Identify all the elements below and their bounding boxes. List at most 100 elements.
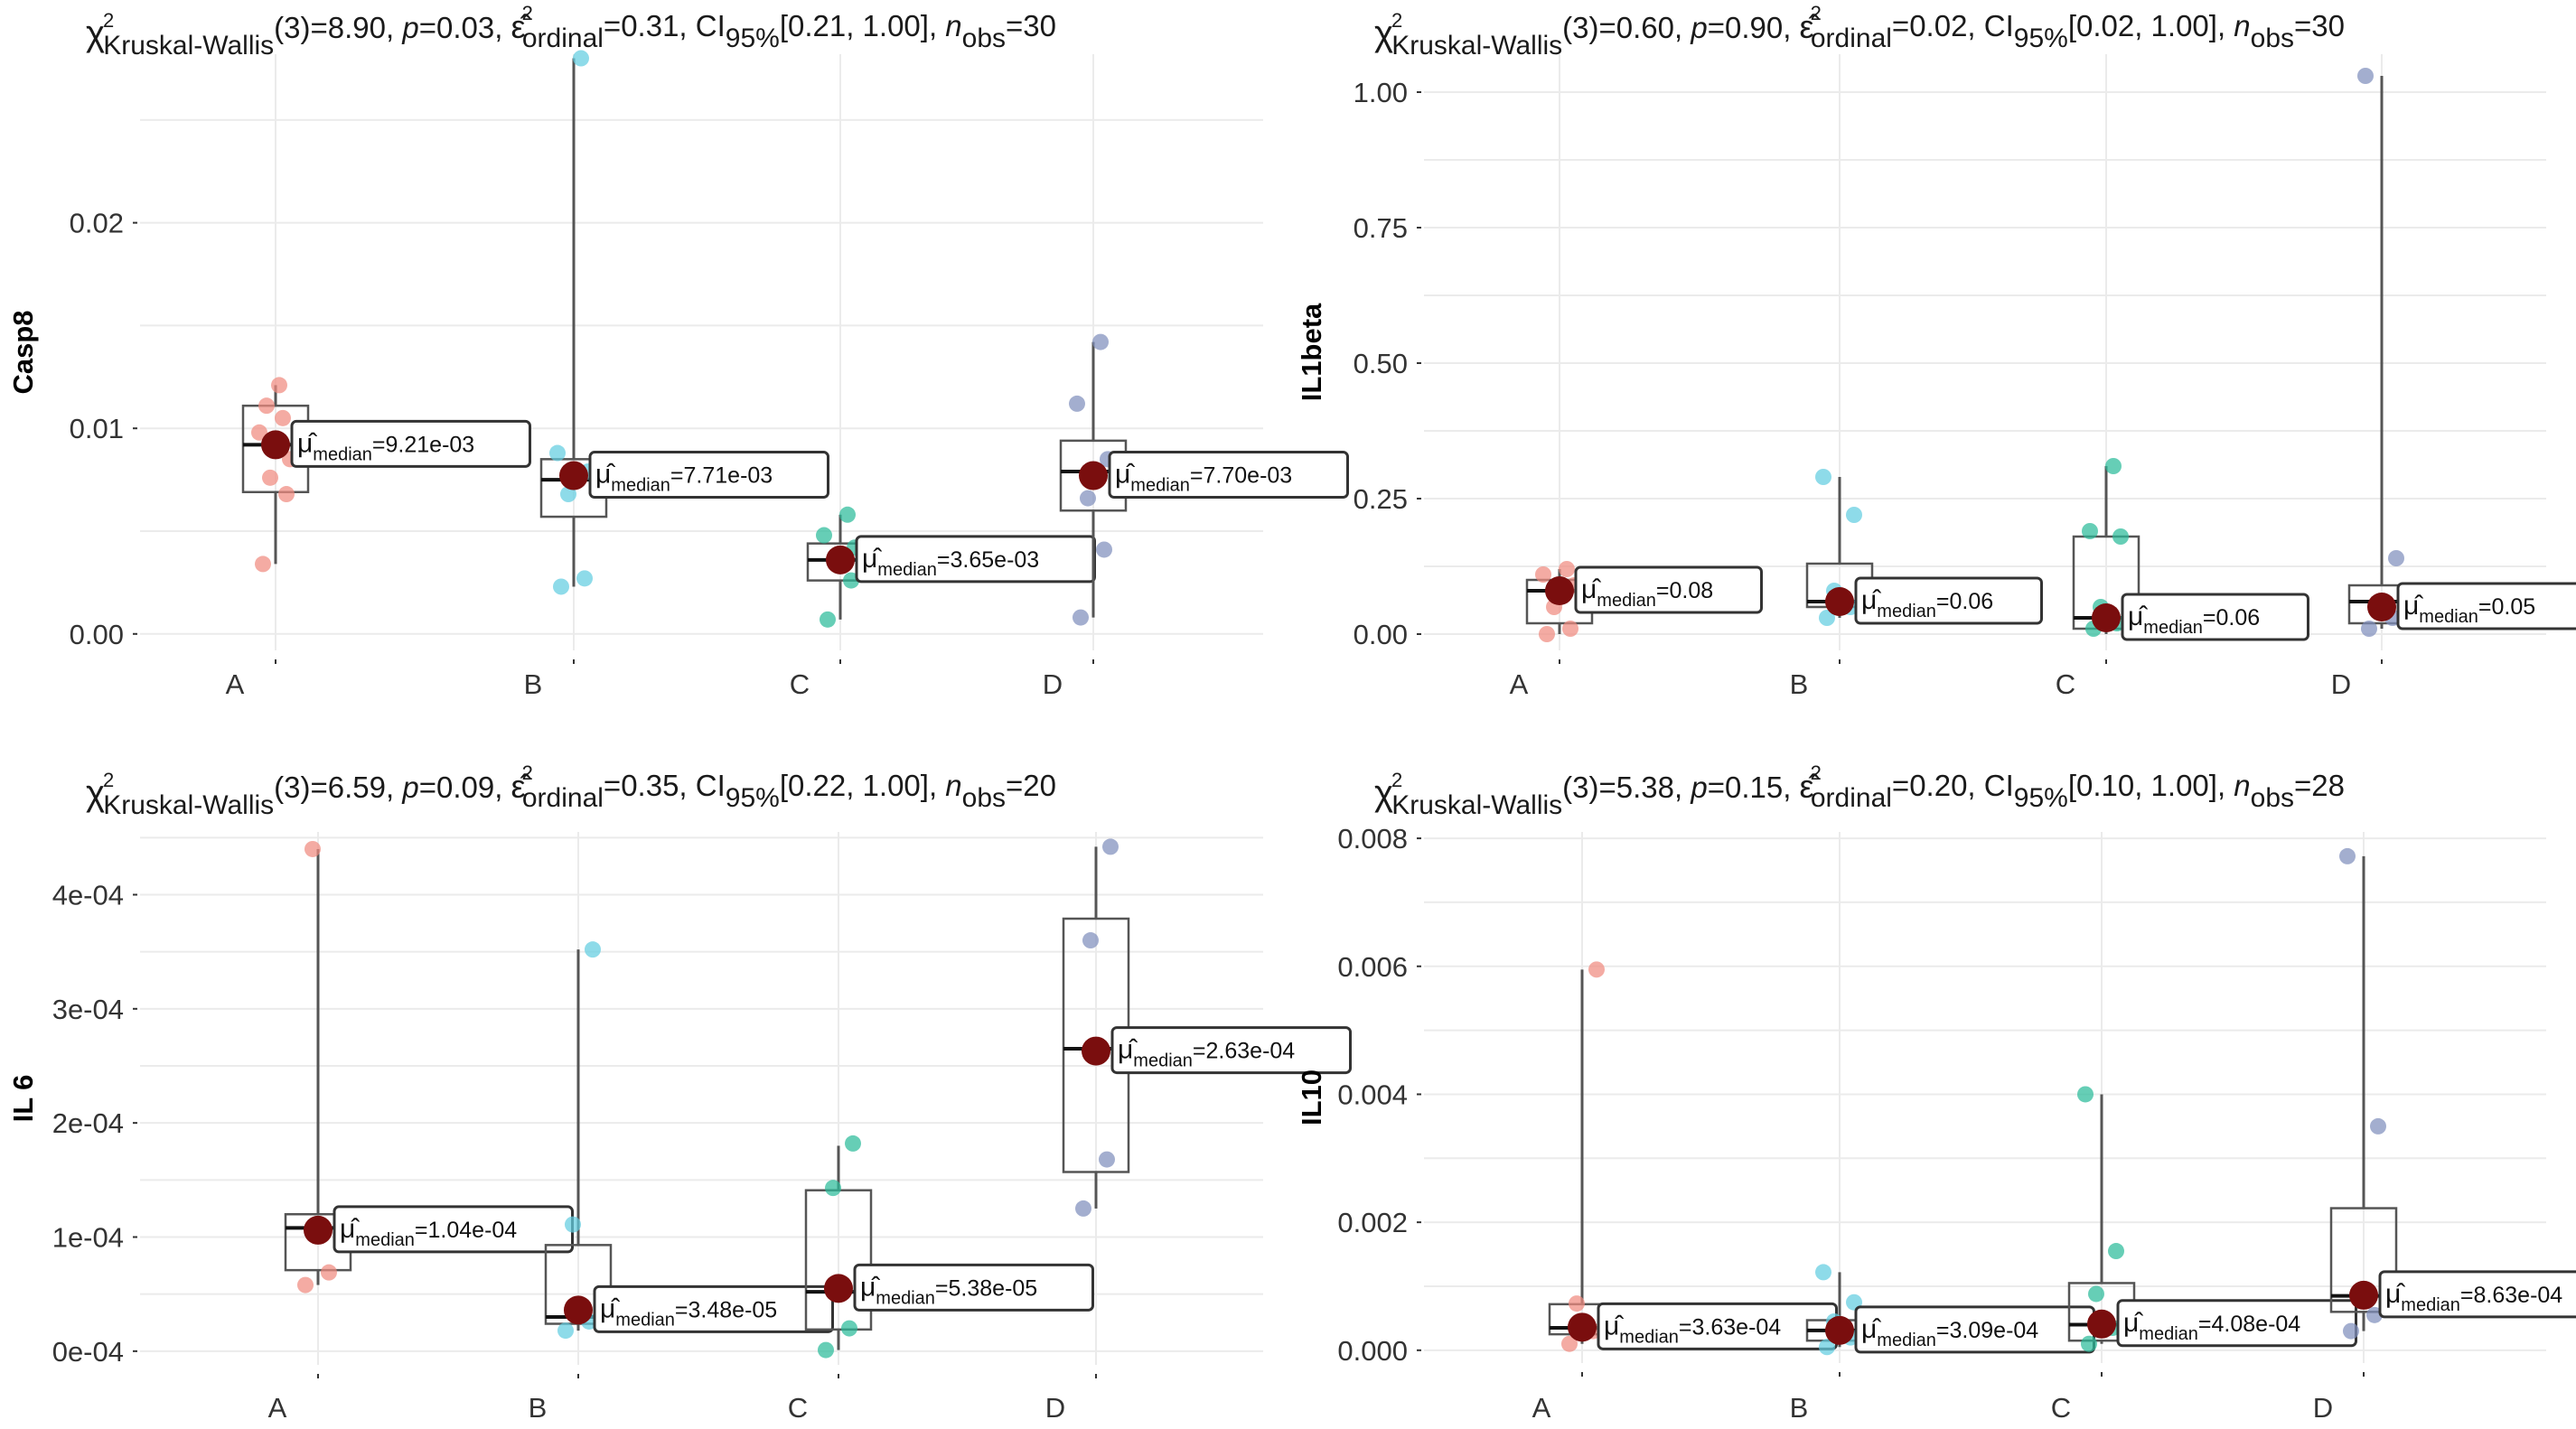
median-label-D: μ̂median=0.05 [2396, 582, 2576, 630]
data-point-B [1846, 507, 1862, 523]
y-tick-label: 0.000 [1337, 1335, 1408, 1367]
mean-point-B [564, 1295, 593, 1325]
x-tick-label-D: D [2331, 668, 2351, 700]
x-tick-label-C: C [2056, 668, 2075, 700]
chart-il6: 0e-04 1e-04 2e-04 3e-04 4e-04 IL 6 A B C Dμ̂media… [7, 761, 1352, 1424]
data-point-B [560, 486, 576, 503]
y-tick-label: 4e-04 [52, 879, 124, 911]
y-tick-label: 1.00 [1354, 77, 1408, 108]
y-tick-label: 0.00 [1354, 619, 1408, 650]
mean-point-A [1568, 1312, 1597, 1342]
data-point-C [2108, 1243, 2124, 1260]
median-label-A: μ̂median=1.04e-04 [333, 1205, 574, 1254]
stat-title: χ2 Kruskal-Wallis(3)=6.59, p=0.09, ε̂2 ord… [86, 761, 1056, 820]
svg-text:μ̂median=7.70e-03: μ̂median=7.70e-03 [1115, 460, 1292, 496]
svg-text:μ̂median=8.63e-04: μ̂median=8.63e-04 [2385, 1279, 2562, 1315]
data-point-A [1559, 561, 1575, 577]
chart-casp8: 0.00 0.01 0.02 Casp8 A B C Dμ̂median=9.21e-03 μ̂… [7, 2, 1349, 700]
median-label-C: μ̂median=0.06 [2121, 593, 2309, 641]
data-point-B [549, 444, 566, 462]
data-point-A [255, 556, 271, 573]
svg-text:μ̂median=0.06: μ̂median=0.06 [1861, 585, 1993, 621]
median-label-A: μ̂median=3.63e-04 [1597, 1302, 1838, 1350]
data-point-D [1069, 395, 1085, 412]
data-point-B [585, 941, 601, 958]
x-tick-label-D: D [2313, 1392, 2333, 1424]
x-tick-label-B: B [529, 1392, 548, 1424]
x-tick-label-C: C [790, 668, 810, 700]
data-point-D [2357, 68, 2374, 84]
data-point-C [820, 611, 836, 628]
x-tick-label-A: A [1532, 1392, 1551, 1424]
svg-text:μ̂median=0.06: μ̂median=0.06 [2128, 602, 2260, 638]
data-point-B [565, 1216, 581, 1233]
data-point-A [321, 1264, 337, 1281]
data-point-C [2112, 528, 2129, 545]
svg-text:μ̂median=3.63e-04: μ̂median=3.63e-04 [1604, 1311, 1781, 1347]
data-point-B [1815, 469, 1831, 485]
mean-point-C [824, 1274, 853, 1303]
median-label-D: μ̂median=2.63e-04 [1110, 1026, 1352, 1075]
data-point-A [297, 1276, 314, 1294]
svg-text:μ̂median=2.63e-04: μ̂median=2.63e-04 [1118, 1035, 1295, 1071]
x-tick-label-C: C [788, 1392, 808, 1424]
median-label-D: μ̂median=8.63e-04 [2378, 1270, 2576, 1319]
mean-point-B [1825, 1315, 1854, 1345]
svg-text:μ̂median=5.38e-05: μ̂median=5.38e-05 [860, 1272, 1037, 1308]
y-axis-title: IL 6 [7, 1075, 39, 1123]
median-label-A: μ̂median=9.21e-03 [290, 419, 531, 468]
data-point-C [841, 1320, 857, 1337]
x-tick-label-A: A [1510, 668, 1529, 700]
data-point-D [1096, 541, 1112, 558]
x-tick-label-B: B [1790, 1392, 1809, 1424]
y-tick-label: 0.02 [70, 208, 124, 239]
median-label-B: μ̂median=0.06 [1854, 576, 2043, 625]
y-axis-title: IL10 [1296, 1069, 1327, 1125]
y-tick-label: 3e-04 [52, 994, 124, 1025]
y-tick-label: 0.01 [70, 413, 124, 444]
median-label-A: μ̂median=0.08 [1574, 565, 1763, 614]
data-point-C [825, 1180, 841, 1197]
data-point-A [271, 377, 287, 394]
x-tick-label-A: A [268, 1392, 287, 1424]
mean-point-B [559, 461, 588, 490]
mean-point-D [2349, 1280, 2378, 1310]
svg-text:μ̂median=3.09e-04: μ̂median=3.09e-04 [1861, 1314, 2038, 1350]
data-point-C [845, 1135, 861, 1152]
data-point-D [1082, 932, 1099, 949]
svg-text:μ̂median=0.05: μ̂median=0.05 [2403, 591, 2535, 627]
median-label-C: μ̂median=5.38e-05 [853, 1263, 1094, 1312]
data-point-C [839, 506, 856, 523]
median-label-B: μ̂median=3.09e-04 [1854, 1305, 2095, 1354]
data-point-A [1569, 1295, 1585, 1312]
median-label-B: μ̂median=3.48e-05 [593, 1284, 834, 1333]
data-point-D [1073, 609, 1089, 626]
y-axis-title: Casp8 [7, 310, 39, 394]
svg-text:μ̂median=1.04e-04: μ̂median=1.04e-04 [340, 1214, 517, 1250]
y-tick-label: 0.002 [1337, 1207, 1408, 1238]
data-point-A [262, 469, 278, 486]
data-point-D [2388, 550, 2404, 566]
data-point-C [818, 1341, 834, 1359]
x-tick-label-D: D [1045, 1392, 1065, 1424]
median-label-C: μ̂median=3.65e-03 [855, 535, 1096, 584]
svg-text:μ̂median=3.48e-05: μ̂median=3.48e-05 [600, 1294, 777, 1330]
data-point-A [1588, 961, 1605, 978]
svg-text:μ̂median=3.65e-03: μ̂median=3.65e-03 [862, 544, 1039, 580]
y-tick-label: 1e-04 [52, 1222, 124, 1254]
y-tick-label: 0.008 [1337, 823, 1408, 855]
svg-text:μ̂median=7.71e-03: μ̂median=7.71e-03 [595, 460, 773, 496]
data-point-D [1092, 333, 1109, 350]
data-point-D [2343, 1322, 2359, 1340]
x-tick-label-B: B [524, 668, 543, 700]
data-point-A [278, 486, 295, 503]
stat-title: χ2 Kruskal-Wallis(3)=0.60, p=0.90, ε̂2 ord… [1374, 2, 2345, 61]
data-point-C [2081, 1335, 2097, 1352]
data-point-D [2370, 1117, 2386, 1135]
data-point-A [304, 840, 321, 857]
y-axis-title: IL1beta [1296, 303, 1327, 401]
